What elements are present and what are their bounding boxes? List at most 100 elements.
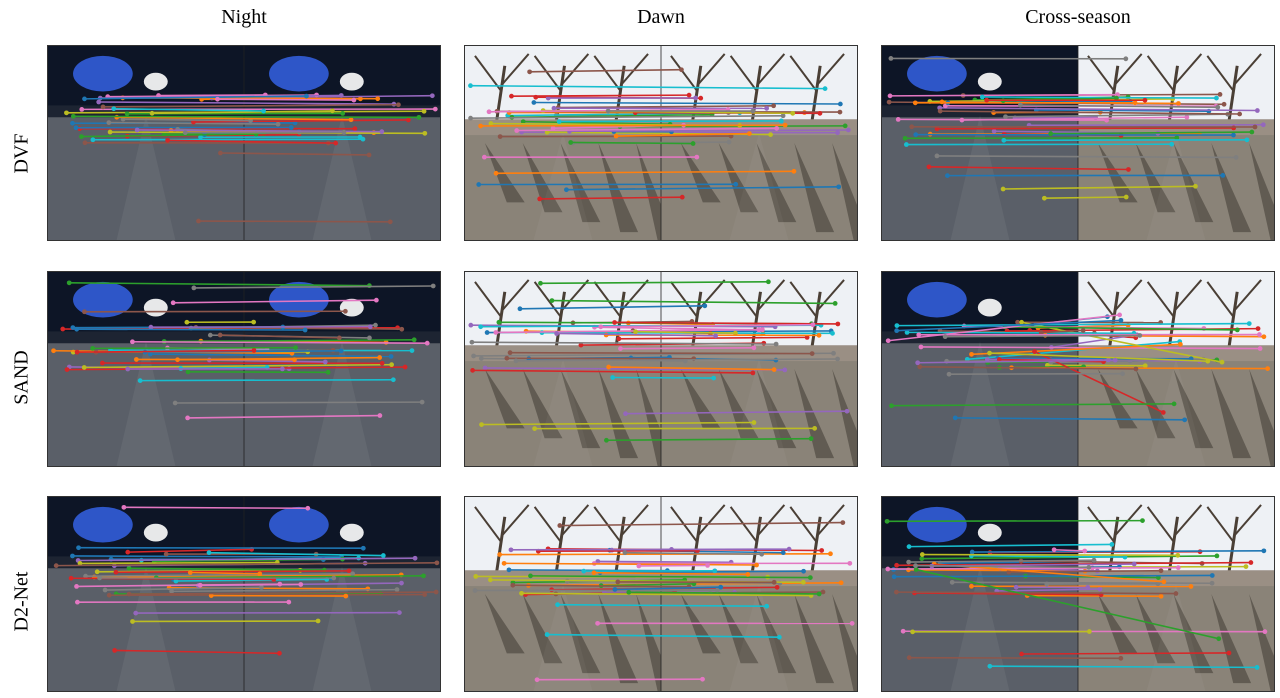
match-line bbox=[497, 551, 833, 557]
match-line bbox=[987, 663, 1260, 670]
match-line bbox=[591, 570, 751, 577]
match-line bbox=[581, 568, 718, 574]
match-line bbox=[531, 100, 843, 107]
match-line bbox=[53, 560, 440, 568]
match-line bbox=[884, 518, 1145, 524]
match-line bbox=[81, 362, 394, 370]
match-line bbox=[544, 632, 782, 640]
match-line bbox=[493, 327, 765, 335]
match-line bbox=[165, 137, 339, 146]
match-line bbox=[894, 317, 1124, 334]
match-line bbox=[622, 550, 765, 557]
row-label-sand-text: SAND bbox=[10, 349, 33, 405]
match-line bbox=[191, 117, 411, 125]
panel-sand-cross-season bbox=[881, 271, 1275, 467]
match-line bbox=[1001, 137, 1250, 143]
match-line bbox=[493, 168, 797, 176]
match-line bbox=[481, 154, 700, 160]
match-line bbox=[942, 333, 1143, 340]
column-title-night: Night bbox=[221, 6, 267, 28]
match-line bbox=[97, 575, 337, 581]
match-line bbox=[74, 326, 308, 333]
match-line bbox=[969, 548, 1267, 555]
match-line bbox=[615, 579, 777, 585]
scene-image-right bbox=[1078, 497, 1274, 691]
row-label-dvf-text: DVF bbox=[10, 132, 33, 174]
match-line bbox=[121, 504, 311, 511]
panel-dvf-cross-season bbox=[881, 45, 1275, 241]
match-line bbox=[889, 401, 1177, 409]
match-line bbox=[903, 141, 1175, 147]
match-line bbox=[170, 297, 379, 306]
match-line bbox=[476, 181, 739, 187]
match-line bbox=[885, 312, 1123, 344]
match-line bbox=[616, 335, 810, 342]
match-line bbox=[126, 589, 439, 597]
match-line bbox=[507, 350, 815, 356]
match-line bbox=[916, 332, 1262, 338]
match-line bbox=[626, 589, 822, 597]
match-line bbox=[610, 375, 717, 381]
stereo-pair-figure bbox=[882, 272, 1274, 466]
match-line bbox=[618, 345, 757, 352]
scene-image-left bbox=[882, 272, 1078, 466]
match-line bbox=[215, 96, 357, 103]
match-line bbox=[66, 280, 372, 289]
match-line bbox=[527, 67, 684, 75]
match-line bbox=[184, 319, 257, 325]
match-line bbox=[902, 135, 1180, 141]
match-line bbox=[912, 100, 1138, 106]
match-line bbox=[913, 563, 1092, 570]
match-line bbox=[76, 545, 366, 551]
stereo-pair-figure bbox=[465, 272, 857, 466]
match-line bbox=[554, 331, 719, 339]
match-line bbox=[90, 345, 298, 351]
match-line bbox=[113, 568, 352, 575]
match-line bbox=[894, 321, 1252, 328]
panel-d2net-dawn bbox=[464, 496, 858, 692]
match-line bbox=[130, 618, 321, 624]
match-line bbox=[133, 610, 402, 616]
match-line bbox=[75, 555, 418, 563]
match-line bbox=[895, 117, 1109, 123]
match-lines bbox=[53, 504, 440, 656]
match-line bbox=[969, 583, 1194, 589]
match-line bbox=[606, 364, 777, 372]
match-line bbox=[937, 108, 1243, 117]
stereo-pair-figure bbox=[465, 46, 857, 240]
match-line bbox=[949, 579, 1215, 586]
column-title-cross-season: Cross-season bbox=[1025, 6, 1131, 28]
match-line bbox=[945, 173, 1226, 178]
match-line bbox=[528, 573, 813, 580]
panel-sand-dawn bbox=[464, 271, 858, 467]
stereo-pair-figure bbox=[465, 497, 857, 691]
match-line bbox=[952, 415, 1188, 423]
match-line bbox=[551, 105, 770, 111]
match-line bbox=[633, 329, 738, 336]
match-line bbox=[888, 56, 1129, 62]
match-line bbox=[946, 371, 1125, 377]
match-line bbox=[196, 218, 393, 225]
match-line bbox=[106, 592, 428, 598]
match-line bbox=[468, 113, 786, 121]
match-line bbox=[82, 93, 309, 102]
match-line bbox=[82, 308, 348, 315]
stereo-pair-figure bbox=[882, 46, 1274, 240]
match-line bbox=[472, 587, 720, 593]
match-line bbox=[182, 129, 347, 136]
match-line bbox=[1044, 581, 1161, 587]
match-line bbox=[112, 648, 282, 656]
match-line bbox=[137, 377, 396, 384]
match-line bbox=[1017, 102, 1221, 110]
match-lines bbox=[885, 312, 1271, 423]
match-line bbox=[469, 339, 779, 347]
match-line bbox=[111, 106, 266, 114]
match-line bbox=[545, 95, 698, 101]
match-line bbox=[191, 283, 436, 291]
row-label-sand: SAND bbox=[0, 290, 44, 464]
match-lines bbox=[472, 520, 855, 683]
match-line bbox=[612, 320, 841, 327]
match-line bbox=[636, 563, 710, 569]
match-line bbox=[172, 399, 425, 406]
match-line bbox=[613, 131, 752, 139]
